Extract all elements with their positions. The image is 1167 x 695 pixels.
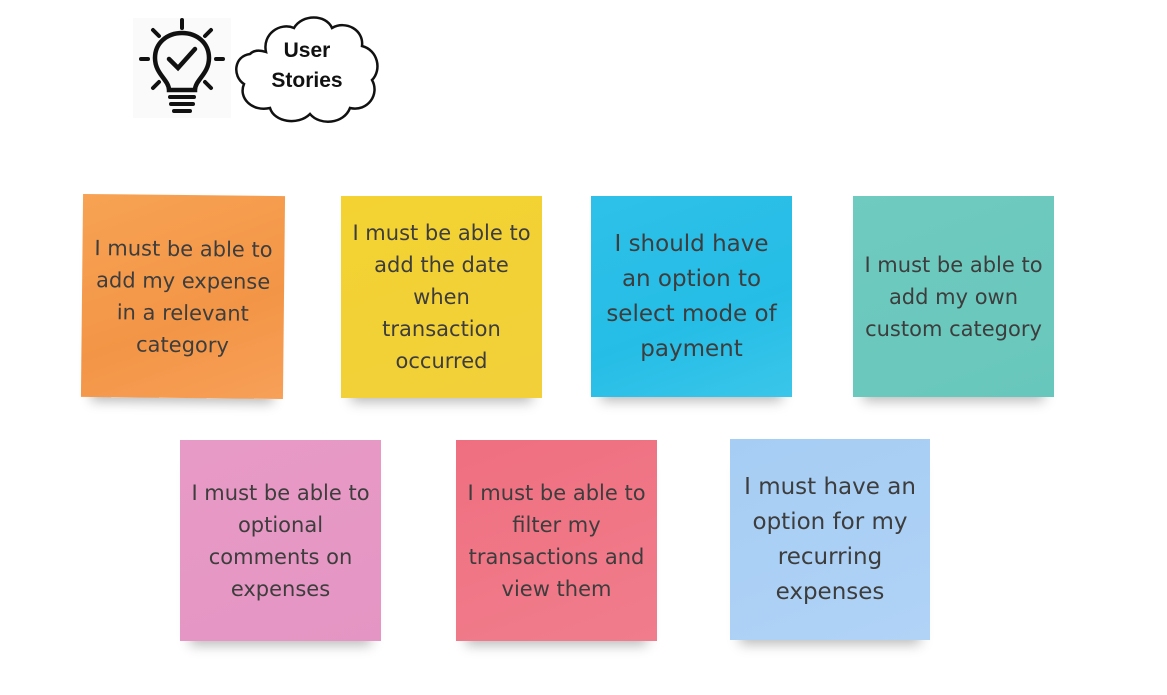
sticky-note-date: I must be able to add the date when tran… — [341, 196, 542, 398]
sticky-note-text: I should have an option to select mode o… — [606, 230, 777, 362]
sticky-note-payment-mode: I should have an option to select mode o… — [591, 196, 792, 397]
sticky-note-text: I must be able to add the date when tran… — [352, 221, 531, 373]
cloud-shape — [235, 16, 379, 123]
cloud-label: User Stories — [271, 39, 343, 92]
sticky-note-text: I must have an option for my recurring e… — [744, 473, 916, 605]
sticky-note-text: I must be able to add my expense in a re… — [94, 235, 273, 357]
sticky-note-text: I must be able to add my own custom cate… — [864, 252, 1043, 341]
sticky-note-comments: I must be able to optional comments on e… — [180, 440, 381, 641]
sticky-note-filter: I must be able to filter my transactions… — [456, 440, 657, 641]
sticky-note-recurring: I must have an option for my recurring e… — [730, 439, 930, 640]
sticky-note-custom-category: I must be able to add my own custom cate… — [853, 196, 1054, 397]
sticky-note-category: I must be able to add my expense in a re… — [80, 193, 286, 400]
user-stories-cloud: User Stories — [232, 12, 382, 126]
sticky-note-text: I must be able to optional comments on e… — [191, 480, 370, 601]
sticky-note-text: I must be able to filter my transactions… — [467, 480, 646, 601]
lightbulb-check-icon — [133, 18, 231, 118]
